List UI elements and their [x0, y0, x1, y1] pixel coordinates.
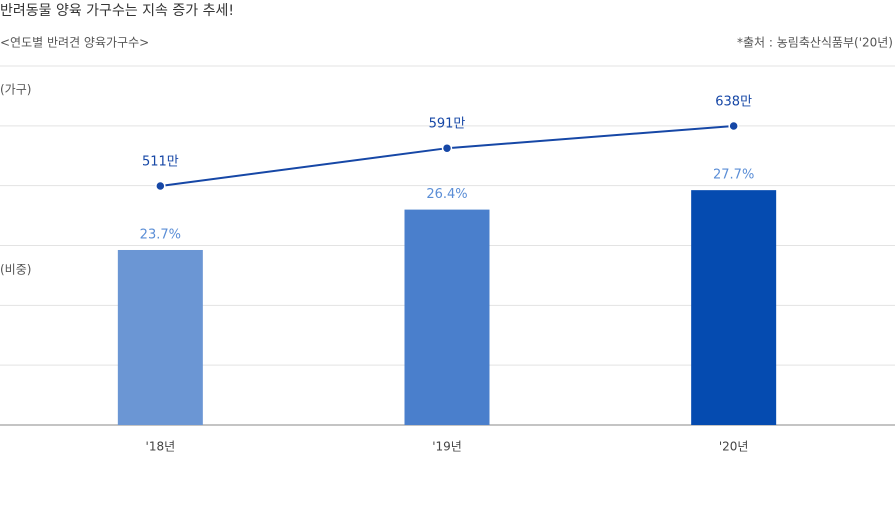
bar: [404, 209, 490, 425]
source-note: *출처 : 농림축산식품부('20년): [737, 36, 893, 50]
x-tick-label: '20년: [719, 440, 749, 454]
x-tick-label: '19년: [432, 440, 462, 454]
line-point: [728, 120, 739, 132]
bar-value-label: 26.4%: [426, 187, 467, 202]
line-point: [441, 142, 453, 154]
bar: [117, 249, 203, 425]
line-point: [155, 180, 166, 192]
y2-axis-label: (가구): [0, 83, 31, 97]
line: [160, 124, 734, 187]
y-axis-label: (비중): [0, 263, 31, 277]
bar: [691, 190, 777, 425]
bar-value-label: 27.7%: [713, 168, 754, 183]
x-tick-label: '18년: [146, 440, 176, 454]
chart-subtitle: <연도별 반려견 양육가구수>: [0, 36, 149, 50]
line-value-label: 591만: [429, 117, 466, 132]
bar-value-label: 23.7%: [140, 227, 181, 242]
line-value-label: 511만: [142, 154, 179, 169]
chart-title: 반려동물 양육 가구수는 지속 증가 추세!: [0, 3, 234, 19]
line-value-label: 638만: [715, 94, 752, 109]
